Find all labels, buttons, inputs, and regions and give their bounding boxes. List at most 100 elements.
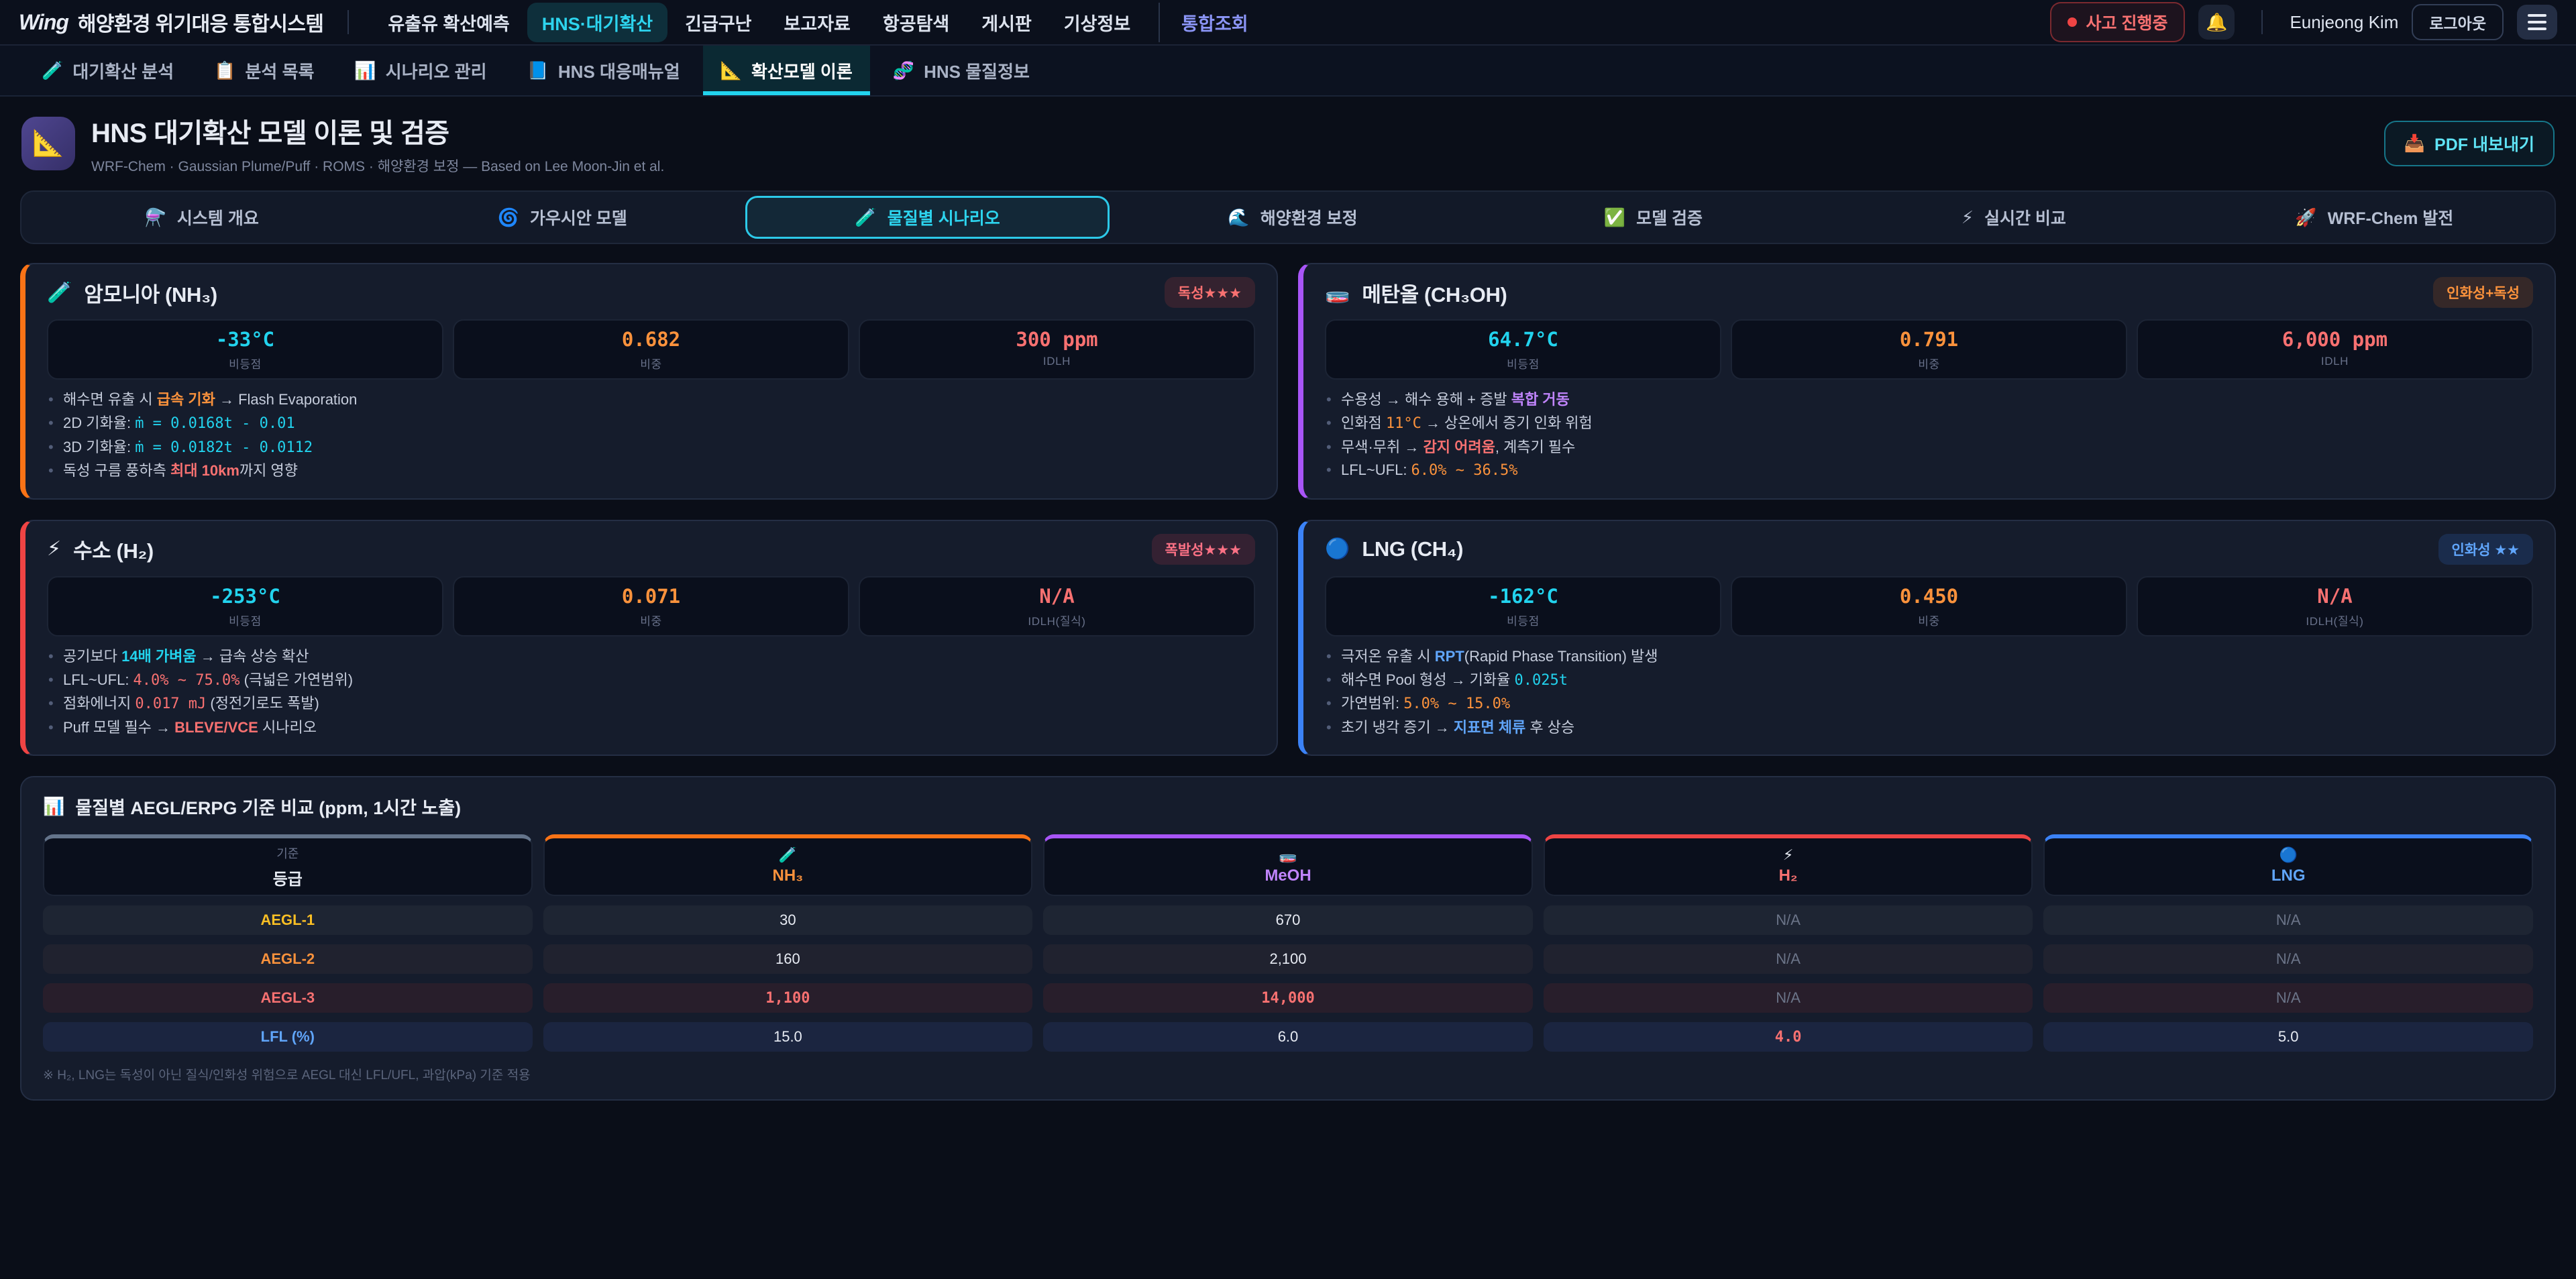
bullet: 3D 기화율: ṁ = 0.0182t - 0.0112 xyxy=(47,438,1255,458)
subtab-label: 확산모델 이론 xyxy=(751,61,853,82)
table-title-text: 물질별 AEGL/ERPG 기준 비교 (ppm, 1시간 노출) xyxy=(75,798,462,819)
test-tube-icon: 🧪 xyxy=(778,846,798,864)
pdf-export-button[interactable]: 📥 PDF 내보내기 xyxy=(2383,121,2555,166)
substance-name: LNG (CH₄) xyxy=(1362,537,1464,561)
table-cell: N/A xyxy=(2043,983,2533,1013)
substance-name: 암모니아 (NH₃) xyxy=(84,282,217,307)
stat-value: -253°C xyxy=(210,584,280,608)
nav-item-reports[interactable]: 보고자료 xyxy=(784,13,851,34)
flammability-badge: 인화성+독성 xyxy=(2433,277,2533,308)
subnav-analysis-list[interactable]: 📋 분석 목록 xyxy=(197,46,331,95)
tab-substance-scenarios[interactable]: 🧪 물질별 시나리오 xyxy=(745,196,1110,239)
stat-value: -33°C xyxy=(215,328,275,351)
stat-value: 300 ppm xyxy=(1016,328,1098,351)
tab-label: 물질별 시나리오 xyxy=(887,209,1000,228)
table-cell: 160 xyxy=(543,944,1033,975)
tab-realtime-comparison[interactable]: ⚡ 실시간 비교 xyxy=(1833,192,2194,243)
nav-item-hns-air-diffusion[interactable]: HNS·대기확산 xyxy=(527,2,668,42)
column-header-label: NH₃ xyxy=(772,867,804,885)
wave-icon: 🌊 xyxy=(1228,207,1250,227)
stat-value: 0.791 xyxy=(1899,328,1959,351)
substance-notes: 해수면 유출 시 급속 기화 → Flash Evaporation 2D 기화… xyxy=(47,390,1255,481)
table-footnote: ※ H₂, LNG는 독성이 아닌 질식/인화성 위험으로 AEGL 대신 LF… xyxy=(43,1068,531,1083)
nav-item-board[interactable]: 게시판 xyxy=(981,13,1032,34)
tab-label: 모델 검증 xyxy=(1636,209,1703,228)
blue-circle-icon: 🔵 xyxy=(2279,846,2298,864)
incident-status-label: 사고 진행중 xyxy=(2086,14,2168,33)
top-navigation-bar: Wing 해양환경 위기대응 통합시스템 유출유 확산예측 HNS·대기확산 긴… xyxy=(0,0,2576,46)
clipboard-icon: 📋 xyxy=(214,60,236,80)
test-tube-icon: 🧪 xyxy=(855,207,877,227)
test-tube-icon: 🧪 xyxy=(47,281,72,304)
column-header-label: LNG xyxy=(2271,867,2306,885)
tab-model-validation[interactable]: ✅ 모델 검증 xyxy=(1473,192,1833,243)
subnav-scenario-management[interactable]: 📊 시나리오 관리 xyxy=(337,46,504,95)
notification-bell-button[interactable]: 🔔 xyxy=(2198,5,2235,40)
test-tube-icon: 🧪 xyxy=(42,60,64,80)
tab-label: 시스템 개요 xyxy=(176,209,259,228)
bullet: 무색·무취 → 감지 어려움, 계측기 필수 xyxy=(1325,438,2533,457)
tab-wrf-chem-advancement[interactable]: 🚀 WRF-Chem 발전 xyxy=(2194,192,2555,243)
nav-item-weather-info[interactable]: 기상정보 xyxy=(1063,13,1131,34)
tab-system-overview[interactable]: ⚗️ 시스템 개요 xyxy=(21,192,382,243)
subnav-hns-substance-info[interactable]: 🧬 HNS 물질정보 xyxy=(875,46,1047,95)
nav-item-aerial-search[interactable]: 항공탐색 xyxy=(882,13,950,34)
table-row-lfl: LFL (%) 15.0 6.0 4.0 5.0 xyxy=(43,1022,2533,1052)
substance-name: 메탄올 (CH₃OH) xyxy=(1362,282,1507,307)
hamburger-menu-button[interactable] xyxy=(2517,5,2557,40)
subnav-hns-response-manual[interactable]: 📘 HNS 대응매뉴얼 xyxy=(510,46,698,95)
topnav-right-cluster: 사고 진행중 🔔 Eunjeong Kim 로그아웃 xyxy=(2049,2,2557,42)
stat-label: 비등점 xyxy=(1507,358,1540,372)
column-header-nh3: 🧪 NH₃ xyxy=(543,834,1033,897)
column-header-label: 등급 xyxy=(272,870,303,889)
bar-chart-icon: 📊 xyxy=(43,796,65,817)
stat-label: 비중 xyxy=(1918,615,1940,628)
stat-value: 0.682 xyxy=(621,328,681,351)
row-label: AEGL-2 xyxy=(43,944,533,975)
subnav-air-diffusion-analysis[interactable]: 🧪 대기확산 분석 xyxy=(24,46,191,95)
substance-card-grid: 🧪 암모니아 (NH₃) 독성★★★ -33°C 비등점 0.682 비중 30… xyxy=(20,263,2556,757)
user-name: Eunjeong Kim xyxy=(2290,11,2399,32)
bullet: 가연범위: 5.0% ~ 15.0% xyxy=(1325,694,2533,714)
explosive-badge: 폭발성★★★ xyxy=(1151,533,1255,565)
subnav-diffusion-model-theory[interactable]: 📐 확산모델 이론 xyxy=(702,46,870,95)
tab-label: 해양환경 보정 xyxy=(1260,209,1358,228)
page-subtitle: WRF-Chem · Gaussian Plume/Puff · ROMS · … xyxy=(91,159,665,174)
table-cell: 30 xyxy=(543,905,1033,936)
dna-icon: 🧬 xyxy=(892,60,915,80)
stat-value: N/A xyxy=(2317,584,2353,608)
stat-label: IDLH xyxy=(2320,355,2349,368)
brand-title: 해양환경 위기대응 통합시스템 xyxy=(77,13,324,36)
section-tab-bar: ⚗️ 시스템 개요 🌀 가우시안 모델 🧪 물질별 시나리오 🌊 해양환경 보정… xyxy=(20,190,2556,244)
petri-dish-icon: 🧫 xyxy=(1279,846,1297,864)
table-row-aegl2: AEGL-2 160 2,100 N/A N/A xyxy=(43,944,2533,975)
stat-row: -253°C 비등점 0.071 비중 N/A IDLH(질식) xyxy=(47,575,1255,637)
stat-row: -162°C 비등점 0.450 비중 N/A IDLH(질식) xyxy=(1325,575,2533,637)
download-icon: 📥 xyxy=(2404,133,2426,153)
stat-idlh: N/A IDLH(질식) xyxy=(859,575,1255,637)
main-menu: 유출유 확산예측 HNS·대기확산 긴급구난 보고자료 항공탐색 게시판 기상정… xyxy=(373,2,1263,42)
brand: Wing 해양환경 위기대응 통합시스템 xyxy=(19,7,324,37)
tab-gaussian-model[interactable]: 🌀 가우시안 모델 xyxy=(382,192,742,243)
nav-item-oil-diffusion[interactable]: 유출유 확산예측 xyxy=(388,13,510,34)
table-row-aegl3: AEGL-3 1,100 14,000 N/A N/A xyxy=(43,983,2533,1013)
stat-idlh: N/A IDLH(질식) xyxy=(2137,575,2533,637)
bullet: LFL~UFL: 6.0% ~ 36.5% xyxy=(1325,461,2533,481)
book-icon: 📘 xyxy=(527,60,549,80)
table-cell: 670 xyxy=(1043,905,1533,936)
table-cell: 5.0 xyxy=(2043,1022,2533,1052)
tab-marine-environment-correction[interactable]: 🌊 해양환경 보정 xyxy=(1112,192,1472,243)
stat-boiling-point: 64.7°C 비등점 xyxy=(1325,319,1721,380)
stat-idlh: 6,000 ppm IDLH xyxy=(2137,319,2533,380)
nav-item-integrated-search[interactable]: 통합조회 xyxy=(1159,2,1263,42)
bullet: 해수면 Pool 형성 → 기화율 0.025t xyxy=(1325,671,2533,691)
lightning-icon: ⚡ xyxy=(47,538,62,561)
check-icon: ✅ xyxy=(1603,207,1626,227)
bullet: 2D 기화율: ṁ = 0.0168t - 0.01 xyxy=(47,414,1255,434)
substance-notes: 수용성 → 해수 용해 + 증발 복합 거동 인화점 11°C → 상온에서 증… xyxy=(1325,390,2533,480)
logout-button[interactable]: 로그아웃 xyxy=(2412,4,2504,40)
nav-item-emergency-rescue[interactable]: 긴급구난 xyxy=(685,13,752,34)
tab-label: 가우시안 모델 xyxy=(529,209,627,228)
subtab-label: 시나리오 관리 xyxy=(385,61,487,82)
stat-specific-gravity: 0.450 비중 xyxy=(1731,575,2127,637)
